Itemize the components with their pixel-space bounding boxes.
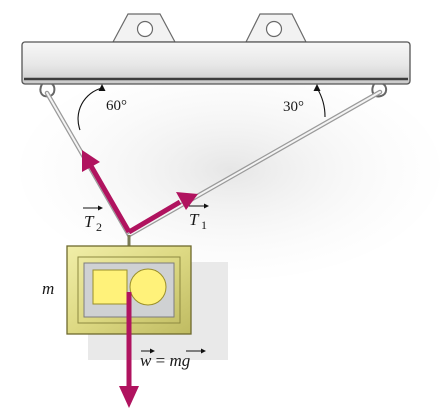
weight-mass: m	[169, 351, 181, 370]
hook-right	[371, 83, 388, 98]
angle-label-left: 60°	[106, 98, 127, 114]
beam-bracket-left	[111, 13, 177, 43]
label-t1-symbol: T	[189, 210, 200, 229]
label-t2-subscript: 2	[96, 220, 102, 234]
beam-bracket-right	[245, 13, 307, 43]
tension-vector-t2	[82, 150, 132, 234]
label-t1: T 1	[189, 203, 209, 232]
weight-vector	[119, 292, 139, 408]
weight-symbol: w	[140, 351, 152, 370]
bracket-hole-left	[136, 20, 154, 38]
picture-circle	[129, 268, 167, 306]
angle-label-right: 30°	[283, 99, 304, 115]
label-t1-subscript: 1	[201, 218, 207, 232]
weight-equals: =	[151, 351, 169, 370]
picture-square	[92, 269, 128, 305]
weight-label: w = mg	[140, 348, 206, 370]
weight-gravity: g	[182, 351, 191, 370]
angle-arc-left	[77, 84, 106, 131]
tension-vector-t1	[127, 192, 198, 235]
bracket-hole-right	[265, 20, 283, 38]
label-t2: T 2	[83, 205, 103, 234]
cable-right	[126, 89, 383, 238]
mass-label: m	[42, 279, 54, 298]
label-t2-symbol: T	[84, 212, 95, 231]
ceiling-beam	[21, 41, 411, 85]
angle-arc-right	[313, 84, 326, 118]
svg-text:w = mg: w = mg	[140, 351, 190, 370]
